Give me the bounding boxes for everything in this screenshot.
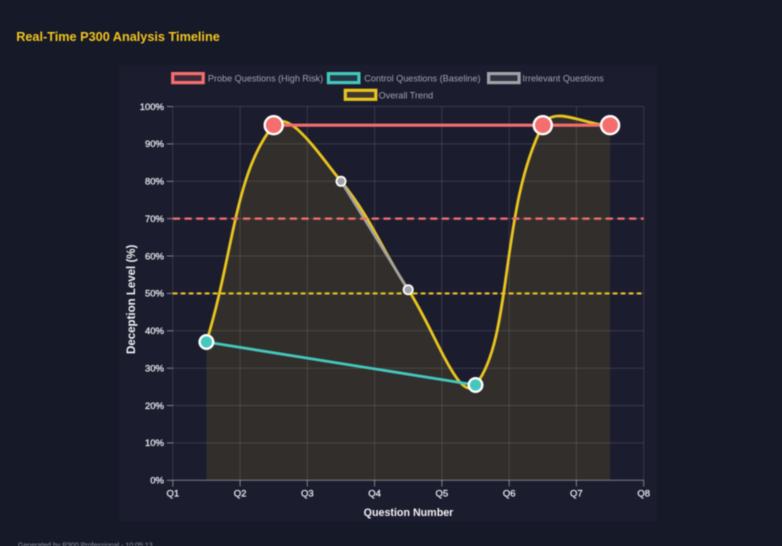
svg-text:30%: 30% (145, 364, 165, 375)
svg-text:Irrelevant Questions: Irrelevant Questions (522, 73, 604, 83)
svg-text:Q4: Q4 (368, 489, 381, 500)
svg-text:Q2: Q2 (234, 489, 247, 500)
svg-text:Q7: Q7 (570, 489, 583, 500)
svg-text:50%: 50% (145, 289, 165, 300)
svg-text:Q5: Q5 (436, 489, 449, 500)
svg-text:80%: 80% (145, 177, 165, 188)
svg-text:Real-Time P300 Analysis Timeli: Real-Time P300 Analysis Timeline (16, 30, 220, 44)
svg-text:60%: 60% (145, 251, 165, 262)
svg-text:10%: 10% (145, 438, 165, 449)
svg-text:Generated by P300 Professional: Generated by P300 Professional - 10:05:1… (18, 543, 153, 546)
svg-text:Probe Questions (High Risk): Probe Questions (High Risk) (208, 73, 323, 83)
svg-text:Overall Trend: Overall Trend (379, 90, 434, 100)
svg-text:Control Questions (Baseline): Control Questions (Baseline) (364, 73, 480, 83)
svg-text:0%: 0% (150, 476, 164, 487)
svg-text:90%: 90% (145, 139, 165, 150)
svg-text:Q3: Q3 (301, 489, 314, 500)
svg-text:Deception Level (%): Deception Level (%) (126, 244, 138, 353)
svg-text:Q6: Q6 (503, 489, 516, 500)
svg-text:Q1: Q1 (166, 489, 179, 500)
svg-text:100%: 100% (140, 102, 165, 113)
svg-text:40%: 40% (145, 326, 165, 337)
svg-text:Q8: Q8 (637, 489, 650, 500)
svg-text:70%: 70% (145, 214, 165, 225)
svg-text:20%: 20% (145, 401, 165, 412)
svg-text:Question Number: Question Number (364, 507, 454, 519)
